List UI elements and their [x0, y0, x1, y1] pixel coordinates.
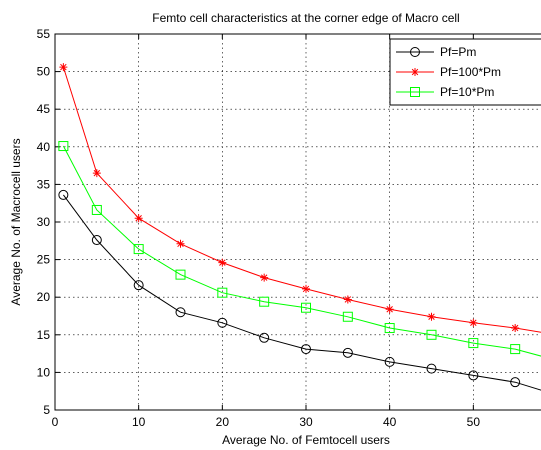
data-point	[260, 273, 269, 282]
data-point	[259, 332, 270, 343]
x-tick-label: 20	[216, 415, 230, 429]
data-point	[384, 356, 395, 367]
data-point	[468, 370, 479, 381]
series-line	[62, 145, 541, 357]
y-tick-label: 45	[37, 102, 51, 116]
data-point	[59, 63, 68, 72]
data-point	[427, 312, 436, 321]
chart-title: Femto cell characteristics at the corner…	[152, 11, 459, 25]
legend-swatch-marker	[411, 68, 419, 76]
y-axis-tick-labels: 5 10 15 20 25 30 35 40 45 50 55	[37, 27, 51, 417]
y-tick-label: 35	[37, 177, 51, 191]
data-point	[301, 302, 311, 313]
y-tick-label: 55	[37, 27, 51, 41]
legend-label: Pf=10*Pm	[440, 85, 494, 99]
series-1	[58, 189, 541, 391]
y-axis-label: Average No. of Macrocell users	[9, 138, 23, 305]
legend-label: Pf=Pm	[440, 45, 476, 59]
data-point	[175, 269, 186, 280]
x-axis-tick-labels: 0102030405060	[52, 415, 481, 429]
data-point	[218, 258, 227, 267]
data-point	[91, 204, 102, 215]
legend-swatch-marker	[410, 87, 420, 97]
y-tick-label: 30	[37, 215, 51, 229]
data-point	[302, 284, 310, 293]
data-point	[342, 311, 353, 322]
data-point	[384, 323, 395, 334]
data-point	[217, 287, 228, 298]
data-point	[510, 344, 521, 355]
x-tick-label: 30	[299, 415, 313, 429]
legend: Pf=Pm Pf=100*Pm Pf=10*Pm	[389, 38, 541, 106]
legend-swatch-marker	[410, 47, 420, 57]
series-3	[58, 141, 541, 357]
y-tick-label: 20	[37, 290, 51, 304]
data-point	[510, 377, 521, 388]
data-point	[175, 307, 186, 318]
legend-item: Pf=10*Pm	[396, 85, 494, 99]
x-tick-label: 40	[383, 415, 397, 429]
data-point	[301, 344, 311, 355]
series-2	[59, 63, 541, 333]
data-point	[342, 347, 353, 358]
y-tick-label: 10	[37, 365, 51, 379]
data-point	[58, 189, 69, 200]
data-point	[259, 296, 270, 307]
data-point	[469, 318, 478, 327]
x-tick-label: 10	[132, 415, 146, 429]
data-point	[176, 239, 185, 248]
legend-item: Pf=100*Pm	[396, 65, 501, 79]
x-axis-label: Average No. of Femtocell users	[222, 433, 390, 447]
legend-label: Pf=100*Pm	[440, 65, 501, 79]
data-point	[133, 280, 144, 291]
data-point	[511, 324, 520, 333]
data-point	[92, 169, 101, 178]
data-point	[91, 235, 102, 246]
series-line	[62, 194, 541, 391]
data-point	[426, 363, 437, 374]
data-point	[426, 329, 437, 340]
x-tick-label: 0	[52, 415, 59, 429]
data-point	[58, 141, 69, 152]
series-layer	[58, 63, 541, 391]
data-point	[343, 295, 352, 304]
legend-item: Pf=Pm	[396, 45, 476, 59]
y-tick-label: 5	[43, 403, 50, 417]
y-tick-label: 50	[37, 65, 51, 79]
data-point	[217, 317, 228, 328]
y-tick-label: 25	[37, 253, 51, 267]
x-tick-label: 50	[467, 415, 481, 429]
data-point	[133, 244, 144, 255]
axis-ticks	[54, 33, 474, 411]
y-tick-label: 40	[37, 140, 51, 154]
y-tick-label: 15	[37, 328, 51, 342]
data-point	[468, 338, 479, 349]
data-point	[385, 305, 394, 314]
data-point	[134, 214, 143, 223]
